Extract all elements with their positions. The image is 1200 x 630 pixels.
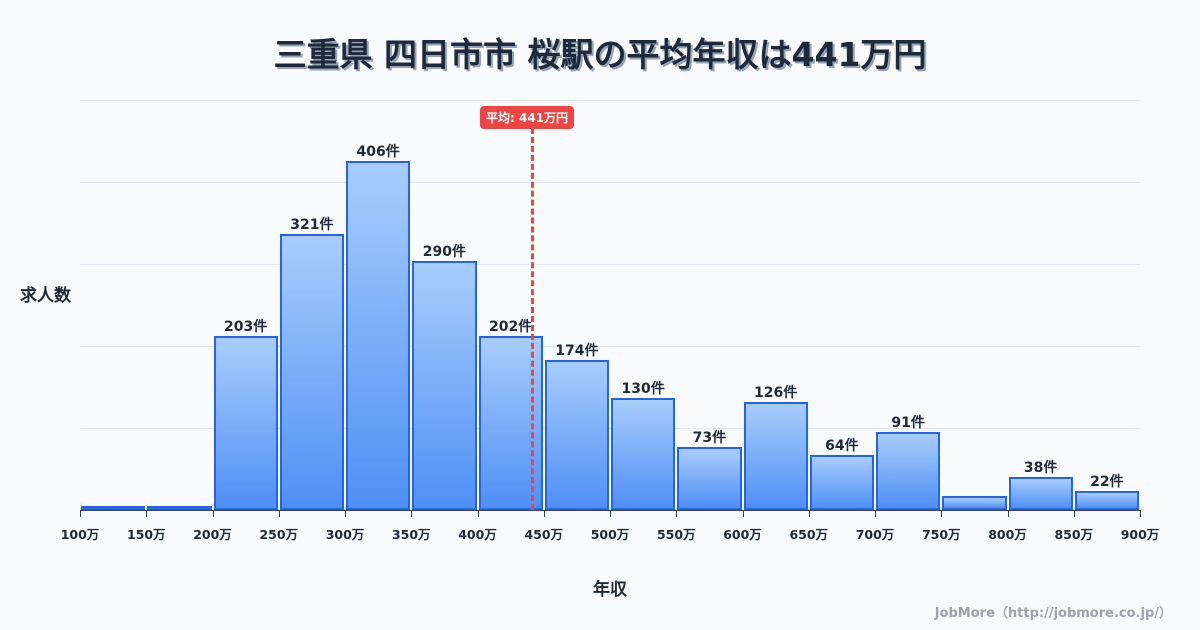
x-tick (477, 510, 479, 517)
bar-value-label: 91件 (891, 414, 925, 431)
bar-value-label: 202件 (489, 319, 533, 336)
x-tick (610, 510, 611, 517)
bar-value-label: 38件 (1023, 460, 1058, 477)
x-tick-label: 650万 (789, 527, 829, 542)
x-tick (875, 510, 876, 517)
histogram-bar (876, 431, 941, 510)
x-tick (1073, 510, 1075, 517)
average-badge: 平均: 441万円 (480, 106, 575, 129)
chart-title: 三重県 四日市市 桜駅の平均年収は441万円 (273, 35, 927, 74)
histogram-bar (147, 505, 212, 510)
x-tick-label: 450万 (524, 527, 564, 542)
x-tick-label: 250万 (259, 527, 299, 542)
x-tick (80, 510, 81, 517)
x-tick (1140, 510, 1141, 517)
x-tick-label: 150万 (126, 527, 166, 542)
histogram-bar (1008, 477, 1073, 510)
x-tick-label: 300万 (325, 527, 365, 542)
histogram-bar (809, 455, 874, 510)
x-axis-label: 年収 (593, 580, 627, 600)
x-tick-label: 850万 (1054, 527, 1094, 542)
bar-value-label: 22件 (1090, 474, 1124, 491)
x-tick (742, 510, 744, 517)
x-tick-label: 350万 (391, 527, 431, 542)
gridline (80, 428, 1140, 429)
x-tick (212, 510, 214, 517)
x-tick (676, 510, 678, 517)
x-tick (543, 510, 545, 517)
bar-value-label: 73件 (692, 430, 727, 447)
gridline (80, 346, 1140, 347)
histogram-bar (81, 506, 146, 510)
x-tick-label: 800万 (988, 527, 1027, 542)
histogram-bar (1074, 491, 1139, 510)
histogram-bar (942, 496, 1007, 510)
gridline (80, 100, 1140, 101)
histogram-bar (213, 335, 278, 510)
bar-value-label: 406件 (356, 144, 400, 161)
x-tick (278, 510, 280, 517)
x-tick (808, 510, 810, 517)
x-tick-label: 400万 (458, 527, 497, 542)
bar-value-label: 174件 (555, 343, 599, 360)
x-tick (941, 510, 943, 517)
bar-value-label: 290件 (422, 243, 466, 260)
y-axis-label: 求人数 (20, 286, 71, 306)
x-tick-label: 500万 (590, 527, 630, 542)
x-tick-label: 750万 (921, 527, 961, 542)
x-tick (146, 510, 148, 517)
x-tick (1007, 510, 1009, 517)
bar-value-label: 203件 (224, 318, 268, 335)
average-line (531, 128, 534, 510)
histogram-bar (279, 234, 344, 510)
x-tick-label: 100万 (60, 527, 100, 542)
histogram-bar (346, 161, 411, 510)
histogram-bar (743, 401, 808, 510)
bar-value-label: 130件 (621, 381, 665, 398)
plot-area: 203件 321件 406件 290件 202件 174件 130件 73件 126件 64件 91… (80, 100, 1140, 510)
bar-value-label: 321件 (290, 217, 334, 234)
x-tick-label: 200万 (193, 527, 232, 542)
gridline (80, 182, 1140, 183)
gridline (80, 264, 1140, 265)
histogram-bar (611, 398, 676, 510)
histogram-bar (677, 447, 742, 510)
x-tick-label: 550万 (656, 527, 696, 542)
x-tick (345, 510, 346, 517)
histogram-bar (544, 360, 609, 510)
x-tick-label: 600万 (723, 527, 762, 542)
x-tick-label: 900万 (1120, 527, 1160, 542)
x-tick (411, 510, 413, 517)
footer-credit: JobMore（http://jobmore.co.jp/） (934, 606, 1172, 621)
histogram-bar (412, 260, 477, 510)
x-tick-label: 700万 (855, 527, 895, 542)
bar-value-label: 126件 (754, 384, 798, 401)
bar-value-label: 64件 (825, 437, 859, 454)
